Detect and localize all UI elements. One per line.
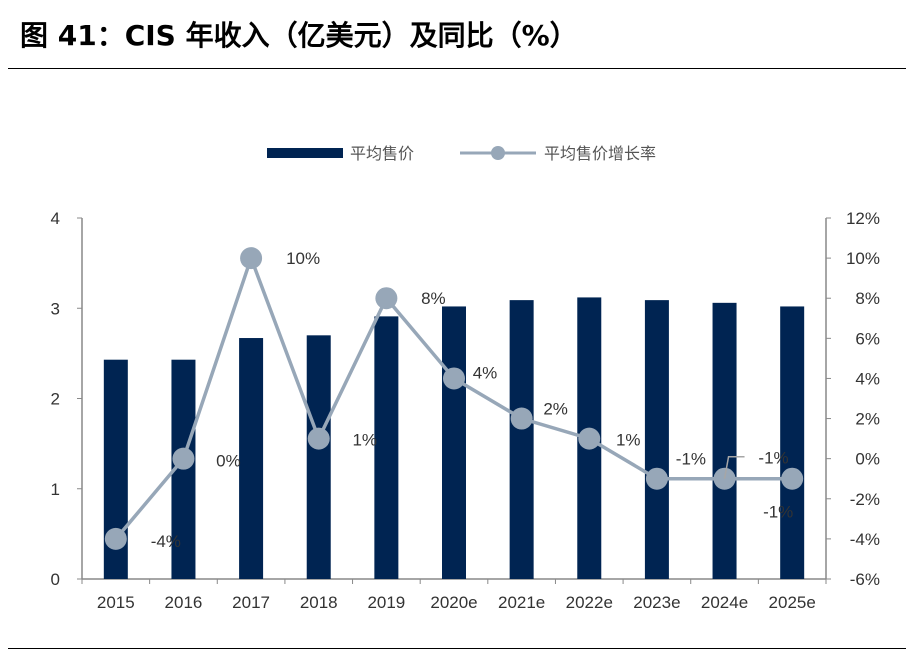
left-tick-label: 3 [51, 299, 60, 318]
bar-2024e [712, 302, 737, 579]
data-label: 1% [616, 431, 641, 450]
x-tick-label: 2023e [633, 593, 680, 612]
label-leader-line [723, 455, 745, 479]
data-label: 10% [286, 249, 320, 268]
right-tick-label: 6% [855, 329, 880, 348]
bar-2020e [442, 306, 466, 579]
data-label: -1% [676, 450, 706, 469]
right-tick-label: -2% [850, 490, 880, 509]
data-label: 8% [421, 289, 446, 308]
x-tick-label: 2015 [97, 593, 135, 612]
x-tick-label: 2020e [430, 593, 477, 612]
right-tick-label: 0% [855, 450, 880, 469]
right-tick-label: 8% [855, 289, 880, 308]
x-tick-label: 2019 [367, 593, 405, 612]
x-tick-label: 2018 [300, 593, 338, 612]
growth-point-2017 [240, 247, 263, 270]
right-tick-label: -4% [850, 530, 880, 549]
data-label: -1% [763, 503, 793, 522]
bar-2018 [306, 335, 331, 579]
bottom-divider [8, 648, 906, 649]
x-tick-label: 2016 [165, 593, 203, 612]
x-tick-label: 2017 [232, 593, 270, 612]
right-tick-label: 10% [846, 249, 880, 268]
bar-2023e [644, 300, 669, 579]
left-tick-label: 0 [51, 570, 60, 589]
bar-2019 [374, 316, 399, 579]
x-tick-label: 2021e [498, 593, 545, 612]
growth-point-2016 [172, 447, 195, 470]
title-divider [8, 68, 906, 69]
data-label: 1% [352, 431, 377, 450]
data-label: -4% [151, 532, 181, 551]
x-tick-label: 2022e [566, 593, 613, 612]
growth-point-2025e [781, 467, 804, 490]
data-label: 2% [543, 400, 568, 419]
bar-2021e [509, 300, 534, 579]
x-tick-label: 2025e [769, 593, 816, 612]
figure-title: 图 41：CIS 年收入（亿美元）及同比（%） [20, 19, 578, 52]
growth-point-2019 [375, 287, 398, 310]
growth-point-2022e [578, 427, 601, 450]
data-label: 0% [216, 452, 241, 471]
data-label: -1% [758, 449, 788, 468]
left-tick-label: 1 [51, 480, 60, 499]
right-tick-label: 4% [855, 369, 880, 388]
left-tick-label: 4 [51, 209, 60, 228]
right-tick-label: -6% [850, 570, 880, 589]
growth-point-2015 [104, 527, 127, 550]
growth-point-2020e [443, 367, 465, 390]
left-tick-label: 2 [51, 390, 60, 409]
bar-2025e [780, 306, 805, 579]
legend-line-label: 平均售价增长率 [544, 145, 656, 163]
legend-bar-swatch [267, 148, 343, 158]
data-label: 4% [473, 363, 498, 382]
legend-bar-label: 平均售价 [350, 145, 414, 163]
x-tick-label: 2024e [701, 593, 748, 612]
growth-point-2018 [307, 427, 330, 450]
growth-point-2023e [645, 467, 668, 490]
growth-point-2021e [510, 407, 533, 430]
right-tick-label: 12% [846, 209, 880, 228]
right-tick-label: 2% [855, 410, 880, 429]
legend-line-marker [491, 146, 505, 160]
bar-2017 [239, 338, 264, 579]
